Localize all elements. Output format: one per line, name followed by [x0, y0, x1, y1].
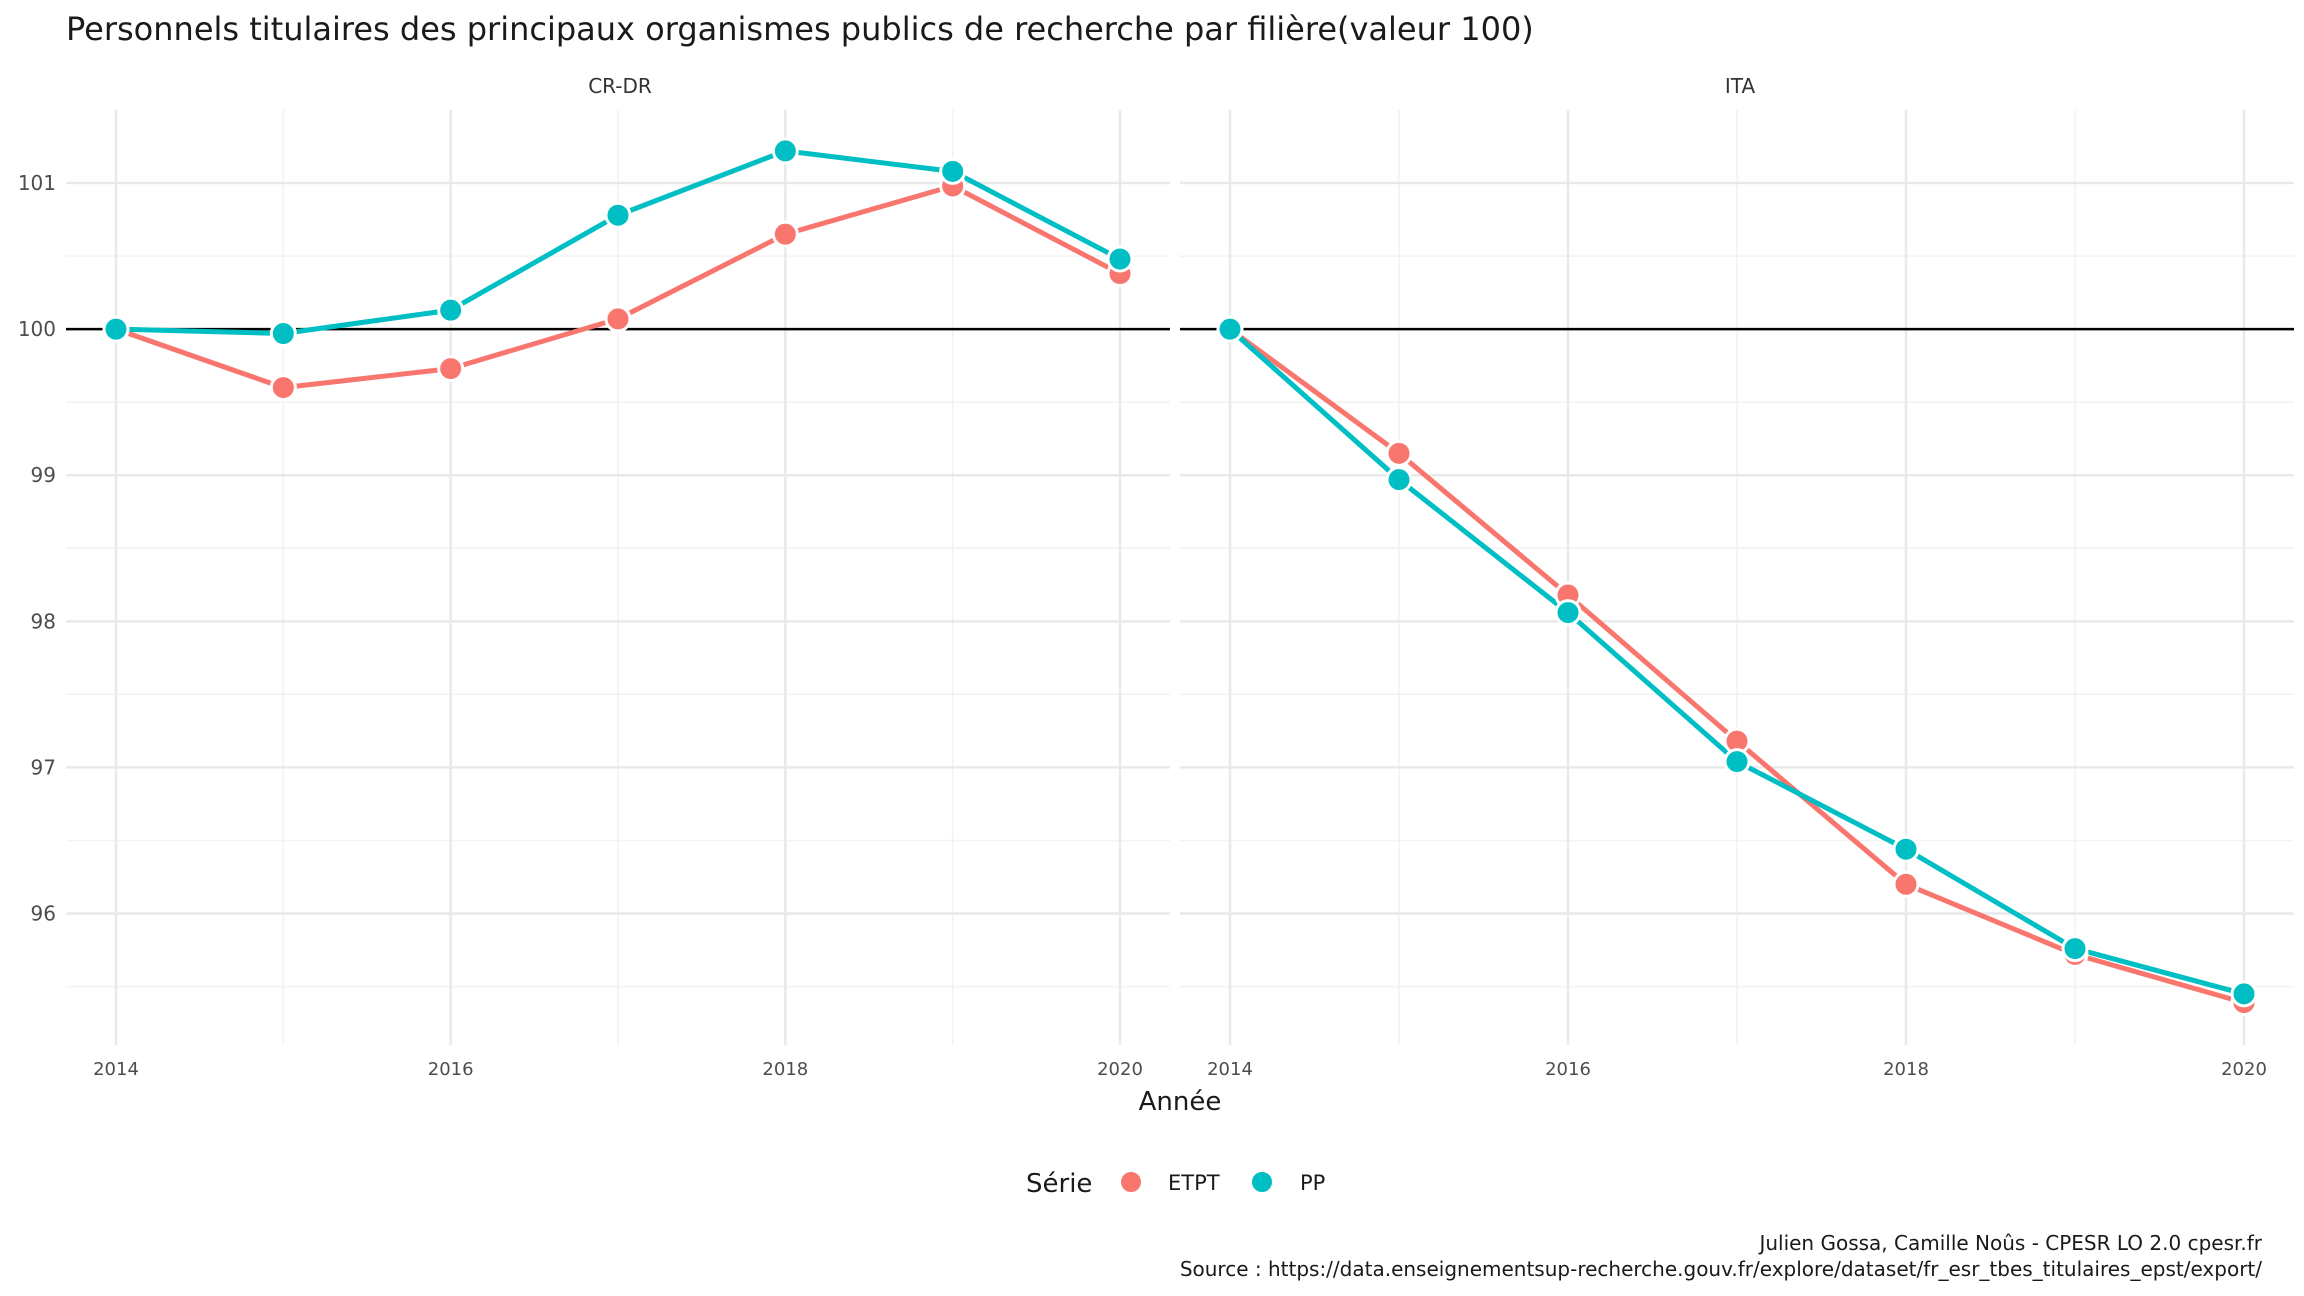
point-etpt — [771, 220, 799, 248]
panel-label-cr-dr: CR-DR — [588, 74, 652, 98]
legend-key-etpt — [1119, 1170, 1143, 1194]
point-pp — [1106, 245, 1134, 273]
point-pp — [1723, 748, 1751, 776]
panel-label-ita: ITA — [1725, 74, 1756, 98]
point-etpt — [1892, 870, 1920, 898]
x-tick-label: 2016 — [428, 1059, 474, 1080]
x-tick-label: 2018 — [1883, 1059, 1929, 1080]
point-pp — [1892, 835, 1920, 863]
y-tick-label: 97 — [31, 755, 56, 779]
point-pp — [102, 315, 130, 343]
x-tick-label: 2016 — [1545, 1059, 1591, 1080]
caption-credit: Julien Gossa, Camille Noûs - CPESR LO 2.… — [1757, 1231, 2262, 1255]
legend-key-pp — [1250, 1170, 1274, 1194]
y-tick-label: 96 — [31, 902, 56, 926]
point-etpt — [604, 305, 632, 333]
legend-label-pp: PP — [1300, 1171, 1325, 1195]
point-pp — [1385, 466, 1413, 494]
point-etpt — [437, 355, 465, 383]
point-pp — [1554, 599, 1582, 627]
point-etpt — [1385, 439, 1413, 467]
x-tick-label: 2014 — [1207, 1059, 1253, 1080]
caption-source: Source : https://data.enseignementsup-re… — [1180, 1257, 2262, 1281]
axes: 2014 2016 2018 2020 2014 2016 2018 2020 96 97 98 99… — [18, 171, 2267, 1080]
point-pp — [771, 137, 799, 165]
x-axis-label: Année — [1139, 1087, 1222, 1117]
point-pp — [604, 201, 632, 229]
point-pp — [2230, 980, 2258, 1008]
chart-title: Personnels titulaires des principaux org… — [66, 10, 1534, 48]
legend: Série ETPT PP — [1026, 1169, 1325, 1199]
point-pp — [1216, 315, 1244, 343]
x-tick-label: 2018 — [762, 1059, 808, 1080]
x-tick-label: 2020 — [2221, 1059, 2267, 1080]
x-tick-label: 2020 — [1097, 1059, 1143, 1080]
legend-label-etpt: ETPT — [1168, 1171, 1220, 1195]
y-tick-label: 99 — [31, 463, 56, 487]
point-pp — [2061, 935, 2089, 963]
y-tick-label: 100 — [18, 317, 56, 341]
x-tick-label: 2014 — [93, 1059, 139, 1080]
legend-title: Série — [1026, 1169, 1092, 1199]
point-pp — [939, 157, 967, 185]
point-pp — [437, 296, 465, 324]
point-pp — [269, 320, 297, 348]
series — [102, 137, 2258, 1017]
point-etpt — [269, 374, 297, 402]
y-tick-label: 98 — [31, 609, 56, 633]
y-tick-label: 101 — [18, 171, 56, 195]
